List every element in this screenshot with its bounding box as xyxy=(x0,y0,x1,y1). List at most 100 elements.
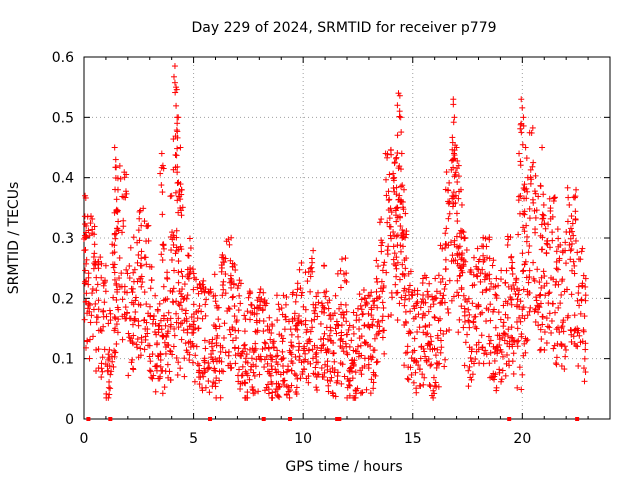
data-point xyxy=(441,286,448,293)
data-point xyxy=(170,285,177,292)
data-point xyxy=(541,347,548,354)
data-point xyxy=(474,265,481,272)
data-point xyxy=(113,296,120,303)
data-point xyxy=(164,361,171,368)
data-point xyxy=(301,366,308,373)
data-point xyxy=(206,389,213,396)
data-point xyxy=(302,356,309,363)
peak-point xyxy=(454,243,461,250)
data-point xyxy=(509,259,516,266)
data-point xyxy=(270,344,277,351)
y-axis-label: SRMTID / TECUs xyxy=(6,182,22,295)
data-point xyxy=(116,275,123,282)
data-point xyxy=(567,247,574,254)
peak-point xyxy=(524,188,531,195)
data-point xyxy=(549,229,556,236)
data-point xyxy=(302,350,309,357)
data-point xyxy=(552,360,559,367)
y-tick-label: 0.6 xyxy=(52,50,74,66)
data-point xyxy=(380,283,387,290)
data-point xyxy=(142,333,149,340)
data-point xyxy=(325,388,332,395)
data-point xyxy=(213,340,220,347)
data-point xyxy=(89,215,96,222)
data-point xyxy=(102,262,109,269)
y-tick-label: 0.1 xyxy=(52,352,74,368)
data-point xyxy=(170,241,177,248)
peak-point xyxy=(172,151,179,158)
data-point xyxy=(566,201,573,208)
data-point xyxy=(471,314,478,321)
data-point xyxy=(137,352,144,359)
data-point xyxy=(483,305,490,312)
peak-point xyxy=(167,287,174,294)
data-point xyxy=(157,363,164,370)
data-point xyxy=(137,302,144,309)
data-point xyxy=(323,324,330,331)
data-point xyxy=(434,346,441,353)
peak-point xyxy=(172,189,179,196)
data-point xyxy=(388,209,395,216)
data-point xyxy=(492,371,499,378)
data-point xyxy=(568,246,575,253)
data-point xyxy=(89,285,96,292)
data-point xyxy=(509,265,516,272)
data-point xyxy=(569,267,576,274)
data-point xyxy=(125,372,132,379)
peak-point xyxy=(539,234,546,241)
data-point xyxy=(521,340,528,347)
data-point xyxy=(558,324,565,331)
data-point xyxy=(241,328,248,335)
data-point xyxy=(321,309,328,316)
data-point xyxy=(343,318,350,325)
data-point xyxy=(148,277,155,284)
data-point xyxy=(452,171,459,178)
data-point xyxy=(222,290,229,297)
data-point xyxy=(93,319,100,326)
data-point xyxy=(143,261,150,268)
data-point xyxy=(308,264,315,271)
data-point xyxy=(269,321,276,328)
peak-point xyxy=(113,206,120,213)
data-point xyxy=(153,341,160,348)
data-point xyxy=(288,382,295,389)
data-point xyxy=(430,301,437,308)
data-point xyxy=(100,282,107,289)
data-point xyxy=(156,300,163,307)
peak-point xyxy=(400,186,407,193)
peak-point xyxy=(113,164,120,171)
data-point xyxy=(508,324,515,331)
data-point xyxy=(257,353,264,360)
data-point xyxy=(368,312,375,319)
peak-point xyxy=(112,235,119,242)
data-point xyxy=(482,273,489,280)
data-point xyxy=(438,344,445,351)
data-point xyxy=(442,265,449,272)
data-point xyxy=(512,290,519,297)
data-point xyxy=(81,213,88,220)
data-point xyxy=(199,387,206,394)
data-point xyxy=(562,239,569,246)
data-point xyxy=(138,262,145,269)
data-point xyxy=(325,382,332,389)
data-point xyxy=(296,266,303,273)
data-point xyxy=(526,242,533,249)
data-point xyxy=(433,383,440,390)
data-point xyxy=(309,355,316,362)
data-point xyxy=(461,235,468,242)
data-point xyxy=(171,325,178,332)
data-point xyxy=(179,306,186,313)
peak-point xyxy=(519,104,526,111)
data-point xyxy=(113,321,120,328)
data-point xyxy=(178,336,185,343)
data-point xyxy=(141,254,148,261)
data-point xyxy=(358,352,365,359)
data-point xyxy=(491,306,498,313)
data-point xyxy=(426,382,433,389)
data-point xyxy=(294,286,301,293)
data-point xyxy=(281,326,288,333)
data-point xyxy=(530,259,537,266)
data-point xyxy=(428,361,435,368)
data-point xyxy=(443,169,450,176)
data-point xyxy=(542,292,549,299)
